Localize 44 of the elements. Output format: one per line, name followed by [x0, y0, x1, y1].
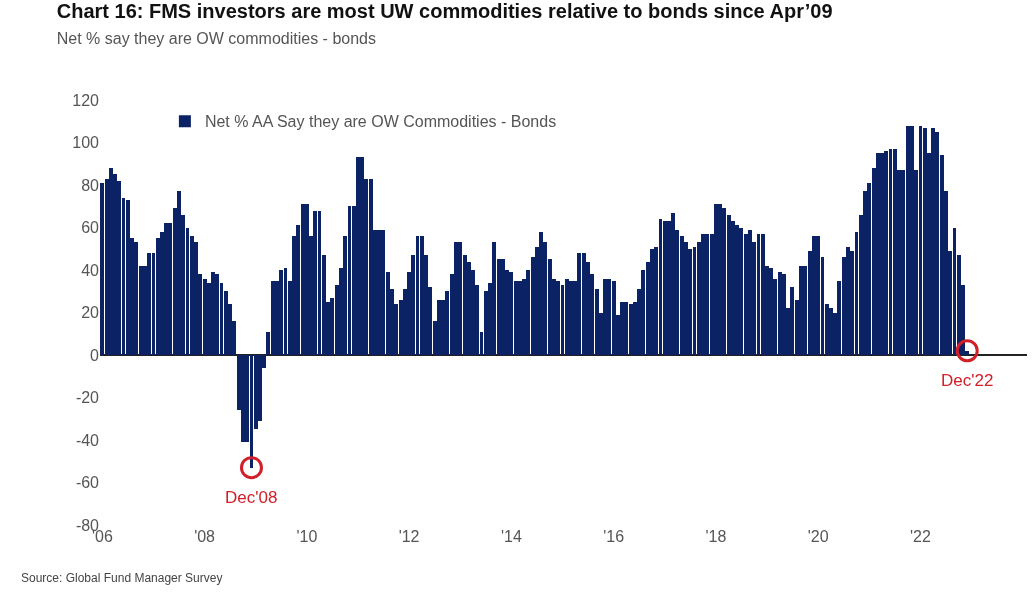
bar [556, 281, 560, 355]
bar [279, 270, 283, 355]
source-note: Source: Global Fund Manager Survey [21, 571, 223, 585]
bar [923, 128, 927, 355]
chart-title: Chart 16: FMS investors are most UW commodities relative to bonds since Apr’09 [56, 0, 833, 23]
x-tick-label: '08 [194, 528, 216, 545]
y-tick-label: 40 [81, 261, 100, 279]
bar [313, 211, 317, 355]
bar [454, 242, 458, 355]
bar [241, 355, 245, 442]
y-tick-label: 20 [81, 304, 100, 322]
y-tick-label: 0 [90, 346, 100, 364]
bar [782, 274, 786, 355]
bar [215, 274, 219, 355]
bar [893, 149, 897, 355]
chart-subtitle: Net % say they are OW commodities - bonds [56, 30, 376, 48]
x-tick-label: '22 [910, 528, 931, 545]
bar [663, 221, 667, 355]
y-tick-label: -20 [75, 389, 100, 407]
y-tick-label: 120 [72, 91, 100, 109]
annotation: Dec'22 [941, 371, 994, 390]
x-tick-label: '14 [500, 528, 522, 545]
bar [884, 151, 888, 355]
annotation: Dec'08 [225, 488, 278, 507]
bar [420, 236, 424, 355]
bar [126, 200, 130, 355]
y-tick-label: 80 [81, 176, 100, 194]
y-tick-label: 100 [72, 134, 100, 152]
bar [603, 279, 607, 355]
bar [799, 266, 803, 355]
x-tick-label: '18 [705, 528, 727, 545]
legend-label: Net % AA Say they are OW Commodities - Bonds [204, 113, 557, 131]
x-tick-label: '10 [296, 528, 318, 545]
bar [816, 236, 820, 355]
bar [761, 234, 765, 355]
y-tick-label: -60 [75, 474, 100, 492]
x-tick-label: '12 [398, 528, 420, 545]
bar [147, 253, 151, 355]
y-tick-label: 60 [81, 219, 100, 237]
bar [437, 300, 441, 355]
x-tick-label: '20 [807, 528, 829, 545]
x-tick-label: '16 [603, 528, 625, 545]
y-tick-label: -40 [75, 431, 100, 449]
bar [565, 279, 569, 355]
